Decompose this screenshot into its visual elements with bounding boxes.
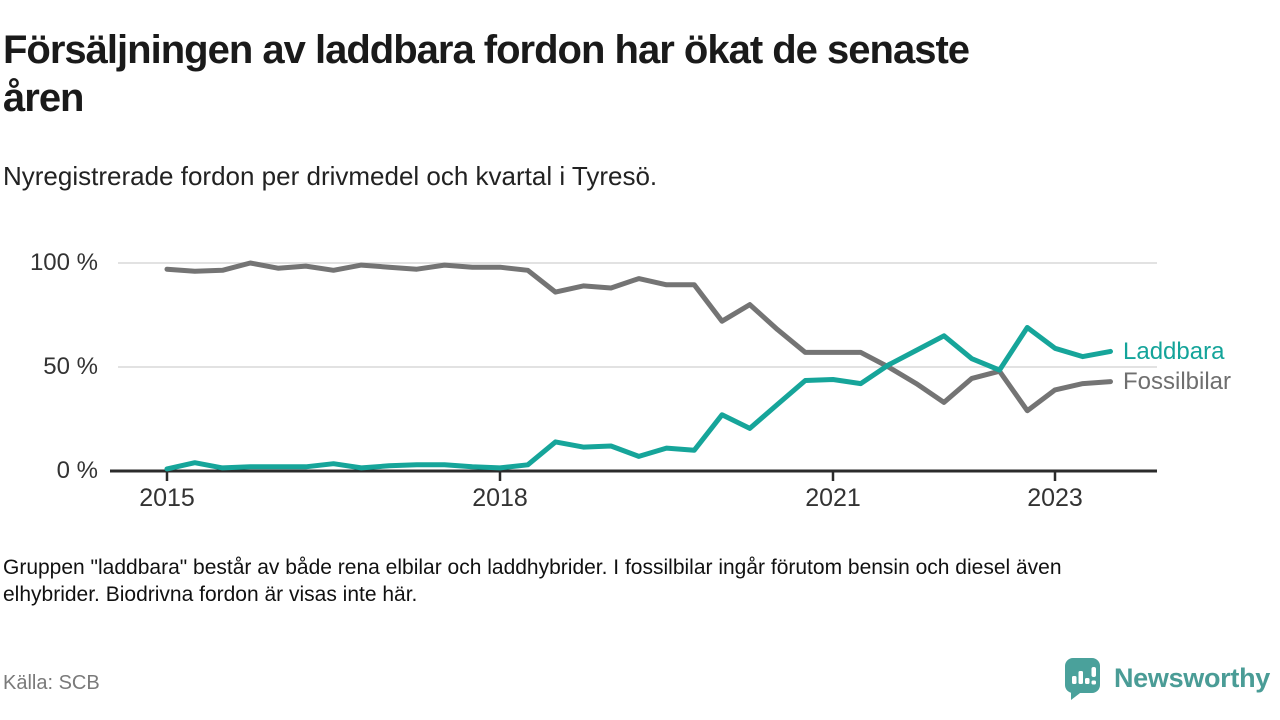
newsworthy-logo-icon: [1064, 658, 1100, 700]
y-tick-label-0: 0 %: [56, 457, 98, 484]
legend-label-fossilbilar: Fossilbilar: [1123, 368, 1232, 395]
source-credit: Källa: SCB: [3, 672, 100, 694]
chart-subtitle: Nyregistrerade fordon per drivmedel och …: [3, 161, 658, 191]
chart-title: Försäljningen av laddbara fordon har öka…: [3, 26, 1243, 122]
laddbara-line: [164, 325, 1113, 472]
footnote-line1: Gruppen "laddbara" består av både rena e…: [3, 556, 1062, 579]
brand-lockup: Newsworthy: [1062, 656, 1270, 700]
chart-title-line1: Försäljningen av laddbara fordon har öka…: [3, 28, 970, 72]
fossilbilar-line: [164, 260, 1113, 414]
legend-label-laddbara: Laddbara: [1123, 338, 1225, 365]
y-tick-label-50: 50 %: [43, 353, 98, 380]
x-tick-label-2023: 2023: [1027, 484, 1083, 512]
footnote: Gruppen "laddbara" består av både rena e…: [3, 554, 1273, 608]
x-tick-label-2018: 2018: [472, 484, 528, 512]
y-tick-label-100: 100 %: [29, 249, 98, 276]
chart-title-line2: åren: [3, 76, 84, 120]
x-tick-label-2015: 2015: [139, 484, 195, 512]
x-tick-label-2021: 2021: [805, 484, 861, 512]
footnote-line2: elhybrider. Biodrivna fordon är visas in…: [3, 583, 418, 606]
brand-name: Newsworthy: [1113, 662, 1270, 693]
